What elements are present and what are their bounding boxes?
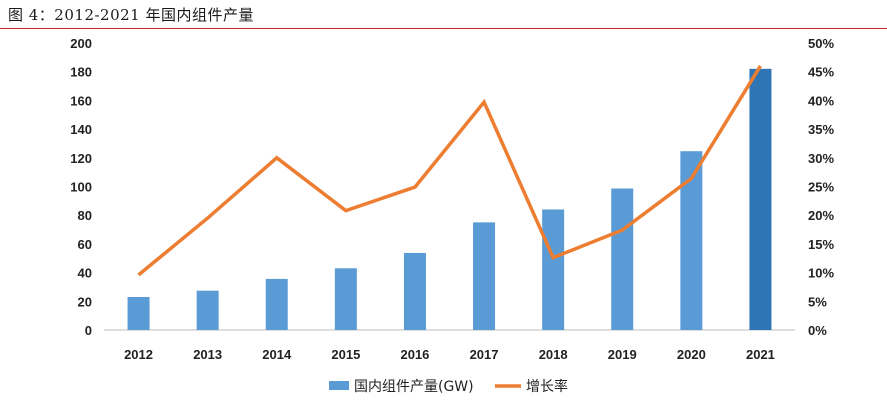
y-right-tick-label: 25% (808, 180, 834, 195)
bar (473, 222, 496, 330)
x-tick-label: 2019 (608, 347, 637, 362)
bar (127, 296, 150, 330)
y-left-tick-label: 160 (70, 93, 92, 108)
growth-rate-line (137, 65, 762, 277)
y-right-tick-label: 15% (808, 237, 834, 252)
x-tick-label: 2018 (539, 347, 568, 362)
x-tick-label: 2015 (331, 347, 360, 362)
bar (403, 252, 426, 330)
y-left-tick-label: 0 (85, 323, 92, 338)
y-left-tick-label: 180 (70, 65, 92, 80)
y-right-tick-label: 50% (808, 36, 834, 51)
y-right-tick-label: 0% (808, 323, 827, 338)
y-left-tick-label: 20 (78, 294, 92, 309)
y-right-tick-label: 45% (808, 65, 834, 80)
x-tick-label: 2013 (193, 347, 222, 362)
y-left-tick-label: 100 (70, 180, 92, 195)
x-tick-label: 2016 (400, 347, 429, 362)
y-right-tick-label: 30% (808, 151, 834, 166)
x-tick-label: 2020 (677, 347, 706, 362)
figure-caption: 图 4：2012-2021 年国内组件产量 (8, 6, 254, 24)
y-right-tick-label: 10% (808, 266, 834, 281)
bar (680, 151, 703, 330)
bar (265, 278, 288, 330)
y-left-tick-label: 40 (78, 266, 92, 281)
caption-rule (0, 28, 887, 29)
y-right-tick-label: 5% (808, 294, 827, 309)
y-left-tick-label: 120 (70, 151, 92, 166)
bar (542, 209, 565, 330)
y-right-tick-label: 40% (808, 93, 834, 108)
x-tick-label: 2021 (746, 347, 775, 362)
bar (749, 68, 772, 330)
y-right-tick-label: 20% (808, 208, 834, 223)
legend-line-label: 增长率 (526, 378, 568, 395)
y-left-tick-label: 80 (78, 208, 92, 223)
y-right-tick-label: 35% (808, 122, 834, 137)
bar (196, 290, 219, 330)
x-tick-label: 2017 (470, 347, 499, 362)
y-left-tick-label: 140 (70, 122, 92, 137)
y-left-tick-label: 60 (78, 237, 92, 252)
bar (334, 268, 357, 330)
bar (611, 188, 634, 330)
legend-bar-swatch (329, 381, 349, 390)
y-left-tick-label: 200 (70, 36, 92, 51)
legend-bar-label: 国内组件产量(GW) (354, 379, 474, 395)
x-tick-label: 2012 (124, 347, 153, 362)
x-tick-label: 2014 (262, 347, 292, 362)
